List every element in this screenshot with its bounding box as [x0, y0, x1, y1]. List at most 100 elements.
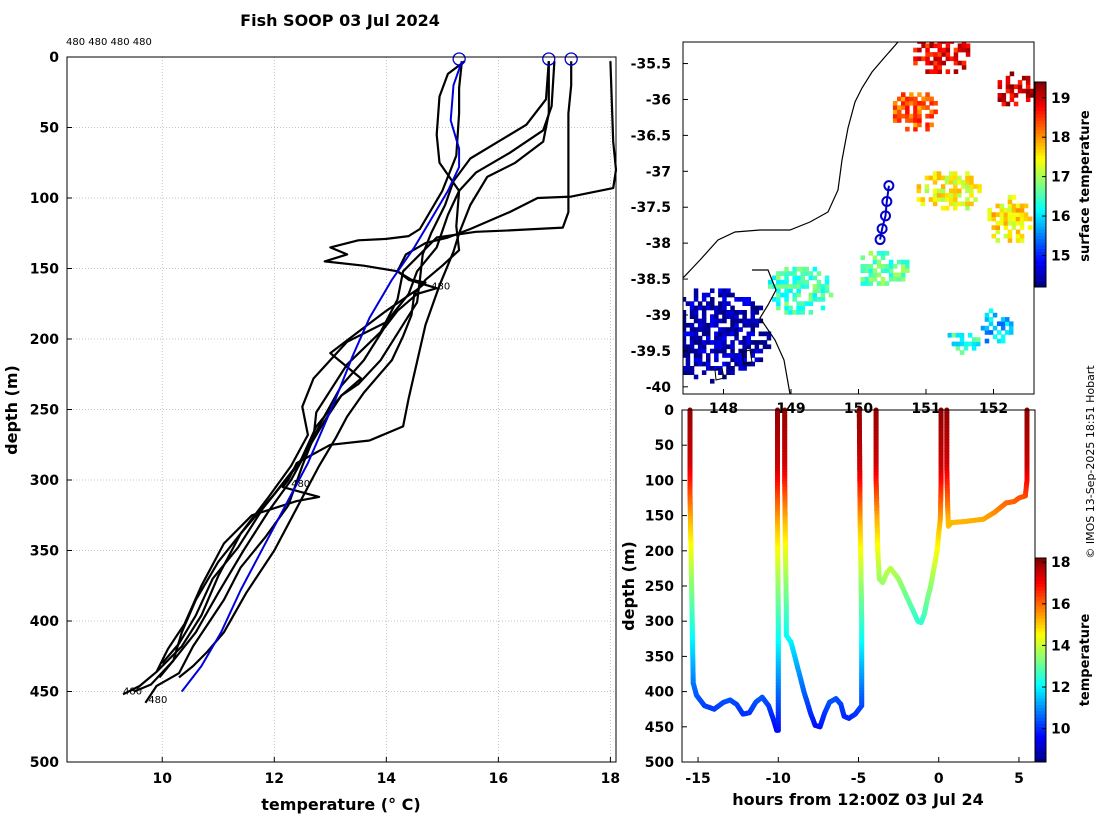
sst-cell	[880, 264, 886, 269]
sst-cell	[730, 292, 735, 298]
sst-cell	[683, 327, 687, 332]
track-point	[874, 234, 886, 246]
sst-cell	[722, 314, 727, 319]
profile-ytick-label: 0	[49, 50, 59, 66]
sst-cell	[1000, 338, 1006, 344]
section-colorbar-swatch	[1035, 701, 1046, 705]
sst-cell	[949, 179, 954, 185]
sst-cell	[913, 126, 918, 132]
sst-cell	[678, 323, 683, 328]
sst-cell	[730, 366, 735, 371]
sst-cell	[1021, 75, 1027, 81]
sst-cell	[872, 255, 878, 261]
sst-cell	[674, 314, 679, 319]
map-colorbar-swatch	[1035, 155, 1046, 160]
map-colorbar-swatch	[1035, 251, 1046, 256]
sst-cell	[1000, 334, 1006, 340]
sst-cell	[734, 361, 739, 367]
sst-cell	[1007, 233, 1013, 239]
sst-cell	[1005, 84, 1011, 90]
map-colorbar-swatch	[1035, 242, 1046, 246]
sst-cell	[784, 279, 789, 285]
sst-cell	[693, 327, 699, 332]
sst-cell	[697, 344, 703, 350]
sst-cell	[954, 35, 959, 40]
sst-cell	[868, 281, 874, 286]
sst-cell	[876, 251, 882, 256]
sst-cell	[714, 331, 719, 337]
sst-cell	[718, 331, 723, 337]
sst-cell	[788, 288, 793, 294]
sst-cell	[909, 113, 914, 119]
sst-cell	[921, 100, 926, 106]
section-colorbar-swatch	[1035, 666, 1046, 670]
map-colorbar-box	[1034, 81, 1047, 288]
profile-xtick-label: 14	[377, 771, 397, 787]
section-ytick-label: 0	[664, 403, 674, 419]
sst-cell	[754, 348, 760, 354]
sst-cell	[693, 374, 699, 380]
sst-cell	[880, 281, 886, 286]
section-colorbar-swatch	[1035, 637, 1046, 642]
sst-cell	[959, 337, 965, 342]
sst-cell	[693, 361, 699, 367]
sst-cell	[917, 109, 922, 115]
sst-cell	[1011, 195, 1017, 200]
profile-x-ticks: 10 12 14 16 18	[152, 757, 620, 787]
section-colorbar-swatch	[1035, 647, 1046, 651]
section-colorbar-swatch	[1035, 679, 1046, 683]
section-colorbar-swatch	[1035, 663, 1046, 667]
sst-cell	[730, 327, 735, 332]
sst-cell	[800, 310, 805, 315]
sst-cell	[689, 305, 695, 311]
sst-cell	[1007, 216, 1013, 222]
sst-cell	[929, 113, 934, 119]
sst-cell	[718, 348, 723, 354]
section-colorbar-swatch	[1035, 558, 1046, 562]
sst-cell	[971, 337, 977, 342]
climatology-line	[181, 60, 463, 693]
section-colorbar-swatch	[1035, 723, 1046, 728]
sst-cell	[924, 188, 930, 194]
sst-cell	[953, 184, 958, 189]
sst-cell	[880, 276, 886, 282]
sst-cell	[718, 310, 723, 315]
sst-cell	[678, 314, 683, 319]
sst-cell	[901, 259, 906, 265]
section-colorbar-swatch	[1035, 688, 1046, 693]
section-colorbar-swatch	[1035, 589, 1046, 594]
map-colorbar-swatch	[1035, 197, 1046, 201]
map-colorbar-swatch	[1035, 152, 1046, 156]
sst-cell	[976, 337, 981, 342]
sst-cell	[909, 96, 914, 102]
sst-cell	[1021, 88, 1027, 94]
sst-cell	[730, 314, 735, 319]
sst-cell	[961, 42, 967, 44]
sst-cell	[685, 344, 691, 350]
sst-cell	[689, 340, 695, 345]
section-colorbar-swatch	[1035, 640, 1046, 645]
sst-cell	[734, 357, 739, 363]
sst-cell	[750, 331, 755, 337]
sst-cell	[784, 310, 789, 315]
sst-cell	[868, 268, 874, 273]
sst-cell	[901, 100, 906, 106]
section-colorbar-swatch	[1035, 746, 1046, 750]
section-colorbar-swatch	[1035, 628, 1046, 632]
sst-cell	[1019, 238, 1025, 243]
section-colorbar-tick-label: 10	[1051, 722, 1071, 738]
sst-cell	[953, 56, 959, 62]
sst-cell	[905, 100, 910, 106]
sst-cell	[722, 361, 727, 367]
sst-cell	[816, 288, 822, 294]
sst-cell	[754, 305, 760, 311]
sst-cell	[800, 271, 805, 276]
sst-cell	[925, 122, 930, 128]
sst-cell	[913, 113, 918, 119]
sst-cell	[1015, 220, 1021, 226]
sst-cell	[917, 113, 922, 119]
sst-cell	[872, 268, 878, 273]
sst-cell	[678, 327, 683, 332]
sst-cell	[932, 188, 938, 194]
sst-cell	[1023, 203, 1029, 209]
